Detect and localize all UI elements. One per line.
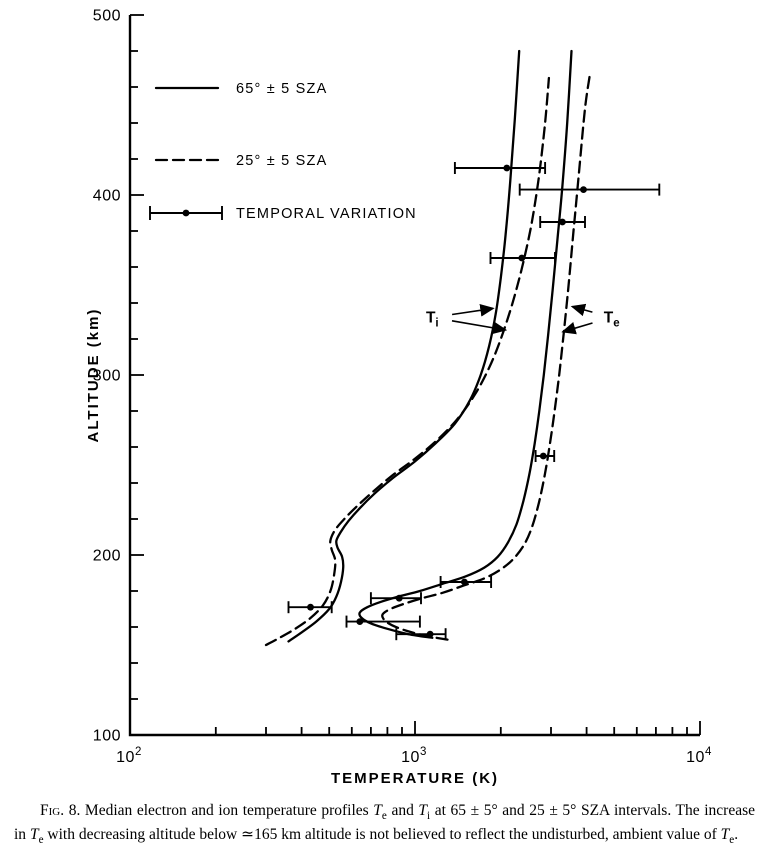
annotation-arrow [570, 303, 593, 317]
curve-annotation-label: Te [604, 309, 620, 329]
legend-label: 65° ± 5 SZA [236, 81, 327, 97]
error-bar [439, 576, 493, 588]
axis-frame [128, 15, 700, 737]
y-tick-label: 300 [93, 368, 121, 385]
legend-label: TEMPORAL VARIATION [236, 206, 417, 222]
legend-item-dashed: 25° ± 5 SZA [154, 153, 327, 169]
series-te-25-sza [381, 75, 591, 641]
legend-label: 25° ± 5 SZA [236, 153, 327, 169]
y-tick-label: 200 [93, 548, 121, 565]
error-bar [345, 615, 421, 628]
y-tick-label: 400 [93, 188, 121, 205]
annotation-arrow [561, 322, 593, 335]
x-axis-label: TEMPERATURE (K) [331, 770, 499, 787]
x-tick-label: 103 [401, 746, 427, 766]
x-tick-label: 104 [686, 746, 712, 766]
error-bar [453, 162, 547, 174]
series-ti-25-sza [264, 76, 551, 647]
y-axis-label: ALTITUDE (km) [85, 308, 102, 443]
x-tick-label: 102 [116, 746, 142, 766]
error-bar [534, 450, 556, 462]
legend-group: 65° ± 5 SZA 25° ± 5 SZA TEMPORAL VARIATION [149, 81, 417, 222]
error-bar [539, 216, 586, 228]
axes-group: 100 200 300 400 500 102 103 104 [93, 8, 712, 767]
curves-group [264, 49, 591, 647]
figure-caption: Fig. 8. Median electron and ion temperat… [14, 802, 755, 847]
legend-item-solid: 65° ± 5 SZA [154, 81, 327, 97]
legend-item-errorbar: TEMPORAL VARIATION [149, 206, 417, 222]
error-bar [518, 183, 661, 196]
annotations-group: Ti Te [426, 303, 620, 335]
error-bar [369, 592, 422, 605]
annotation-arrow [451, 320, 508, 335]
error-bar [395, 628, 447, 641]
errorbars-group [287, 162, 661, 641]
series-ti-65-sza [287, 49, 521, 643]
series-te-65-sza [358, 49, 573, 639]
chart-svg: 100 200 300 400 500 102 103 104 65° ± 5 SZA 25° … [85, 8, 712, 788]
annotation-arrow [451, 303, 495, 317]
curve-annotation-label: Ti [426, 309, 439, 329]
error-bar [287, 601, 333, 614]
error-bar [489, 252, 556, 264]
y-tick-label: 500 [93, 8, 121, 25]
y-tick-label: 100 [93, 728, 121, 745]
